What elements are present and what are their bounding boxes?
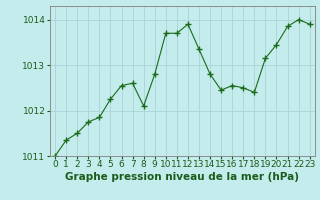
X-axis label: Graphe pression niveau de la mer (hPa): Graphe pression niveau de la mer (hPa) (65, 172, 300, 182)
